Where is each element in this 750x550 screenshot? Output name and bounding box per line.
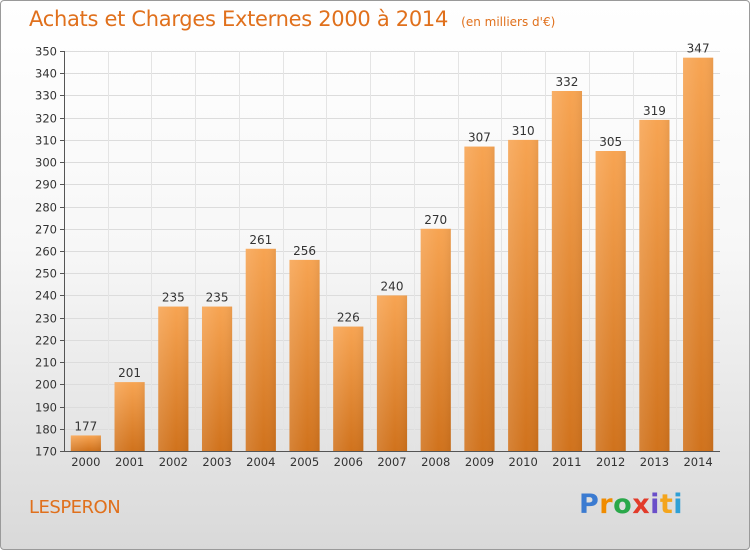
x-tick-label: 2012 xyxy=(596,455,625,469)
bar-shine xyxy=(464,146,495,452)
y-tick-label: 220 xyxy=(35,334,57,348)
data-label: 177 xyxy=(74,419,97,433)
y-tick-label: 350 xyxy=(35,45,57,59)
x-tick-label: 2013 xyxy=(640,455,669,469)
x-tick-label: 2003 xyxy=(202,455,231,469)
x-tick-label: 2014 xyxy=(683,455,712,469)
x-tick-label: 2009 xyxy=(465,455,494,469)
bar-shine xyxy=(639,119,670,451)
logo-letter: P xyxy=(579,489,600,520)
logo-letter: o xyxy=(613,489,633,520)
data-label: 332 xyxy=(555,75,578,89)
data-label: 235 xyxy=(206,291,229,305)
y-tick-label: 320 xyxy=(35,112,57,126)
y-tick-label: 330 xyxy=(35,89,57,103)
x-tick-label: 2004 xyxy=(246,455,275,469)
bar-shine xyxy=(289,259,320,451)
y-tick-label: 290 xyxy=(35,178,57,192)
y-tick-label: 270 xyxy=(35,223,57,237)
y-tick-label: 260 xyxy=(35,245,57,259)
bars xyxy=(70,57,714,452)
bar-shine xyxy=(333,326,364,451)
x-tick-label: 2010 xyxy=(509,455,538,469)
logo-letter: i xyxy=(650,489,660,520)
data-label: 319 xyxy=(643,104,666,118)
bar-shine xyxy=(245,248,276,451)
bar-shine xyxy=(595,151,626,451)
axes: 170 180 190 200 210 220 230 240 250 260 270 280 290 3… xyxy=(35,45,720,469)
bar-shine xyxy=(201,306,233,451)
x-tick-label: 2000 xyxy=(71,455,100,469)
y-tick-label: 280 xyxy=(35,201,57,215)
y-tick-label: 180 xyxy=(35,423,57,437)
y-tick-label: 230 xyxy=(35,312,57,326)
data-label: 240 xyxy=(381,279,404,293)
logo-letter: i xyxy=(673,489,684,520)
proxiti-logo: Proxiti xyxy=(579,489,683,520)
bar-shine xyxy=(551,91,583,451)
y-tick-label: 210 xyxy=(35,356,57,370)
y-tick-label: 240 xyxy=(35,289,57,303)
x-tick-label: 2002 xyxy=(159,455,188,469)
data-label: 310 xyxy=(512,124,535,138)
data-label: 256 xyxy=(293,244,316,258)
logo-letter: t xyxy=(659,489,674,520)
bar-shine xyxy=(158,306,189,451)
y-tick-label: 250 xyxy=(35,267,57,281)
x-tick-label: 2011 xyxy=(552,455,581,469)
bar-shine xyxy=(114,382,145,451)
bar-shine xyxy=(683,57,714,452)
data-label: 226 xyxy=(337,311,360,325)
chart-unit: (en milliers d'€) xyxy=(461,15,556,29)
data-label: 261 xyxy=(249,233,272,247)
logo-letter: r xyxy=(599,489,614,520)
title-bar: Achats et Charges Externes 2000 à 2014 (… xyxy=(29,7,555,31)
data-labels: 177 201 235 235 261 256 226 240 270 307 310 332 305 3… xyxy=(74,42,709,434)
y-tick-label: 200 xyxy=(35,378,57,392)
bar-shine xyxy=(70,435,101,451)
data-label: 270 xyxy=(424,213,447,227)
y-tick-label: 300 xyxy=(35,156,57,170)
y-tick-label: 340 xyxy=(35,67,57,81)
y-tick-label: 190 xyxy=(35,401,57,415)
data-label: 235 xyxy=(162,291,185,305)
chart-title: Achats et Charges Externes 2000 à 2014 xyxy=(29,7,449,31)
x-tick-label: 2006 xyxy=(334,455,363,469)
data-label: 347 xyxy=(687,42,710,56)
commune-name: LESPERON xyxy=(29,497,121,518)
y-tick-label: 170 xyxy=(35,445,57,459)
data-label: 201 xyxy=(118,366,141,380)
x-tick-label: 2007 xyxy=(377,455,406,469)
x-tick-label: 2008 xyxy=(421,455,450,469)
x-tick-label: 2001 xyxy=(115,455,144,469)
bar-shine xyxy=(508,139,539,451)
data-label: 307 xyxy=(468,131,491,145)
y-tick-label: 310 xyxy=(35,134,57,148)
bar-shine xyxy=(420,228,451,451)
data-label: 305 xyxy=(599,135,622,149)
x-tick-label: 2005 xyxy=(290,455,319,469)
bar-shine xyxy=(376,295,408,451)
logo-letter: x xyxy=(632,489,651,520)
